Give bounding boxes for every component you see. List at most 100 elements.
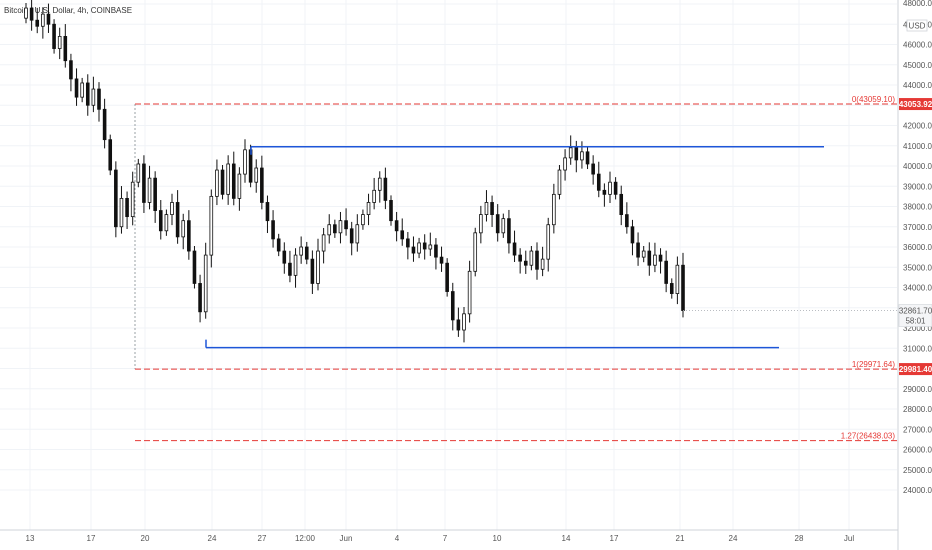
- candle-body: [507, 218, 511, 244]
- candle-body: [630, 226, 635, 244]
- candle-body: [114, 169, 118, 228]
- candle-body: [130, 181, 135, 218]
- candle-body: [591, 163, 595, 175]
- y-tick-label: 46000.00: [903, 41, 932, 50]
- candle-body: [91, 88, 96, 106]
- symbol-label: Bitcoin / U.S. Dollar, 4h, COINBASE: [4, 6, 132, 15]
- candle-body: [57, 36, 62, 49]
- candle-body: [462, 313, 466, 331]
- y-tick-label: 28000.00: [903, 405, 932, 414]
- candle-body: [681, 264, 685, 311]
- y-tick-label: 44000.00: [903, 81, 932, 90]
- y-tick-label: 37000.00: [903, 223, 932, 232]
- candle-body: [203, 254, 208, 313]
- y-tick-label: 25000.00: [903, 466, 932, 475]
- y-tick-label: 41000.00: [903, 142, 932, 151]
- candle-body: [108, 139, 113, 171]
- candle-body: [187, 220, 191, 252]
- candle-body: [596, 173, 601, 191]
- candle-body: [80, 82, 84, 98]
- candle-body: [192, 250, 197, 284]
- candle-body: [181, 220, 186, 238]
- candle-body: [669, 283, 674, 294]
- candle-body: [35, 19, 40, 27]
- candle-body: [119, 197, 124, 228]
- candle-body: [271, 220, 275, 240]
- candle-body: [372, 189, 376, 203]
- x-tick-label: 20: [141, 534, 150, 543]
- x-tick-label: Jul: [844, 534, 854, 543]
- y-tick-label: 24000.00: [903, 486, 932, 495]
- candle-body: [304, 246, 309, 260]
- candle-body: [484, 202, 489, 215]
- candle-body: [355, 224, 360, 244]
- candle-body: [546, 224, 551, 260]
- candle-body: [501, 218, 506, 234]
- last-price-badge: [898, 304, 932, 327]
- candle-body: [198, 283, 202, 313]
- currency-box[interactable]: [906, 19, 928, 32]
- candle-body: [619, 193, 624, 216]
- x-tick-label: 10: [493, 534, 502, 543]
- candle-body: [400, 230, 405, 240]
- candle-body: [613, 181, 618, 195]
- candle-body: [344, 220, 348, 230]
- candle-body: [473, 232, 478, 272]
- candle-body: [333, 224, 337, 234]
- y-tick-label: 27000.00: [903, 425, 932, 434]
- fib-level-1-badge-text: 29981.40: [899, 365, 932, 374]
- candle-body: [97, 88, 101, 110]
- candle-body: [568, 147, 573, 159]
- candle-body: [142, 163, 146, 203]
- candle-body: [535, 250, 539, 270]
- candle-body: [293, 254, 298, 276]
- candle-body: [316, 250, 320, 284]
- y-tick-label: 31000.00: [903, 344, 932, 353]
- fib-level-1-label: 1(29971.64): [852, 360, 895, 369]
- candle-body: [175, 202, 180, 238]
- candle-body: [237, 173, 242, 199]
- candle-body: [658, 254, 663, 262]
- y-tick-label: 39000.00: [903, 182, 932, 191]
- y-tick-label: 48000.00: [903, 0, 932, 8]
- candle-body: [288, 262, 292, 276]
- candle-body: [439, 256, 444, 264]
- candle-body: [231, 163, 236, 199]
- candle-body: [74, 78, 79, 98]
- fib-level-1-badge: [899, 363, 932, 376]
- x-tick-label: 12:00: [295, 534, 316, 543]
- candle-body: [411, 246, 416, 254]
- candle-body: [406, 238, 410, 248]
- candle-body: [641, 250, 646, 258]
- candle-body: [260, 167, 264, 203]
- candle-body: [580, 151, 584, 161]
- x-tick-label: 21: [676, 534, 685, 543]
- candle-body: [602, 189, 607, 195]
- candle-body: [557, 169, 562, 195]
- x-tick-label: 24: [208, 534, 217, 543]
- x-tick-label: 17: [87, 534, 96, 543]
- candle-body: [321, 234, 326, 252]
- y-tick-label: 32000.00: [903, 324, 932, 333]
- candle-body: [136, 163, 141, 183]
- candle-body: [422, 242, 427, 250]
- candle-body: [265, 202, 270, 222]
- bar-countdown-text: 58:01: [905, 317, 926, 326]
- x-tick-label: 28: [795, 534, 804, 543]
- candle-body: [85, 82, 90, 106]
- candle-body: [625, 214, 629, 228]
- candle-body: [24, 7, 28, 19]
- fib-level-0-badge-text: 43053.92: [899, 100, 932, 109]
- candle-body: [243, 149, 247, 175]
- candle-body: [102, 108, 107, 141]
- candle-body: [361, 214, 365, 226]
- x-tick-label: 17: [610, 534, 619, 543]
- candle-body: [585, 151, 590, 165]
- candle-body: [540, 258, 545, 270]
- x-tick-label: Jun: [340, 534, 353, 543]
- fib-level-127-label: 1.27(26438.03): [841, 432, 896, 441]
- candle-body: [226, 163, 230, 195]
- candle-body: [456, 319, 461, 331]
